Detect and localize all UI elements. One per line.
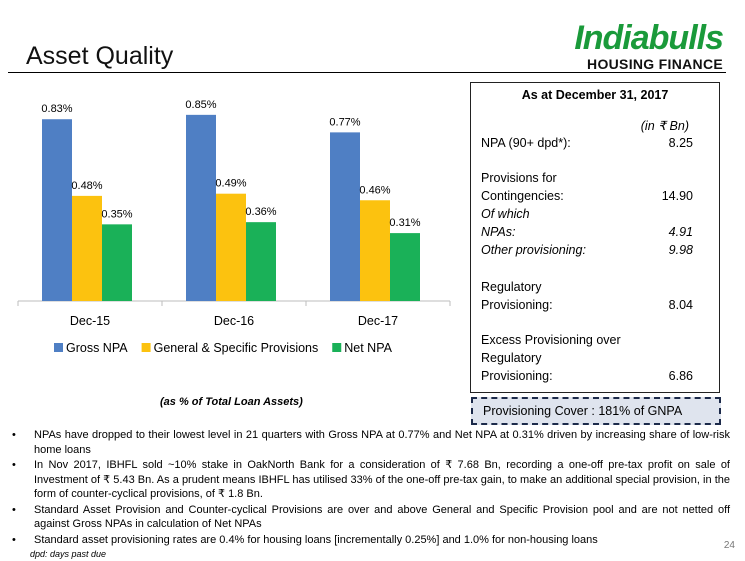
excess-label-line2: Regulatory (481, 351, 542, 365)
category-label: Dec-17 (358, 314, 398, 328)
data-label: 0.49% (215, 178, 246, 190)
npas-provision-value: 4.91 (668, 225, 693, 239)
category-label: Dec-15 (70, 314, 110, 328)
bar-dec-16-1 (186, 114, 216, 301)
legend-swatch (141, 343, 151, 352)
regulatory-label-line2: Provisioning: (481, 298, 553, 312)
bar-dec-17-2 (360, 200, 390, 301)
asset-quality-chart: 0.83% 0.48% 0.35% Dec-15 0.85% 0.49% 0.36% Dec-… (17, 99, 451, 355)
bullet-list: NPAs have dropped to their lowest level … (8, 428, 730, 548)
company-logo: Indiabulls HOUSING FINANCE (574, 19, 724, 72)
bar-dec-15-2 (72, 195, 102, 301)
legend-swatch (332, 343, 342, 352)
data-label: 0.35% (101, 208, 132, 220)
legend-swatch (54, 343, 63, 352)
npas-provision-label: NPAs: (481, 225, 516, 239)
npa-label: NPA (90+ dpd*): (481, 136, 571, 150)
regulatory-label-line1: Regulatory (481, 280, 542, 294)
excess-label-line1: Excess Provisioning over (481, 333, 621, 347)
other-provisioning-label: Other provisioning: (481, 243, 586, 257)
of-which-label: Of which (481, 207, 530, 221)
data-label: 0.48% (71, 180, 102, 192)
excess-label-line3: Provisioning: (481, 369, 553, 383)
bullet-item: Standard asset provisioning rates are 0.… (8, 533, 730, 548)
category-label: Dec-16 (214, 314, 254, 328)
data-label: 0.36% (245, 206, 276, 218)
provisions-label-line1: Provisions for (481, 171, 557, 185)
data-label: 0.77% (329, 116, 360, 128)
data-label: 0.85% (185, 99, 216, 111)
bullet-item: NPAs have dropped to their lowest level … (8, 428, 730, 457)
provisions-value: 14.90 (661, 189, 693, 203)
bar-dec-16-2 (216, 193, 246, 301)
provisions-label-line2: Contingencies: (481, 189, 564, 203)
footnote: dpd: days past due (30, 549, 107, 559)
data-label: 0.83% (41, 103, 72, 115)
legend-label: Gross NPA (66, 341, 128, 355)
bar-dec-17-1 (330, 132, 360, 301)
page-number: 24 (723, 540, 735, 551)
panel-unit: (in ₹ Bn) (640, 119, 689, 133)
panel-title: As at December 31, 2017 (521, 88, 669, 102)
bar-dec-15-1 (42, 119, 72, 301)
provisions-panel: As at December 31, 2017 (in ₹ Bn) NPA (9… (470, 82, 720, 393)
page-title: Asset Quality (26, 42, 174, 70)
data-label: 0.31% (389, 217, 420, 229)
bullet-item: In Nov 2017, IBHFL sold ~10% stake in Oa… (8, 458, 730, 502)
provisioning-cover-banner: Provisioning Cover : 181% of GNPA (471, 397, 721, 425)
chart-caption: (as % of Total Loan Assets) (160, 396, 303, 408)
npa-value: 8.25 (668, 136, 693, 150)
title-divider (8, 72, 726, 73)
legend-label: General & Specific Provisions (154, 341, 319, 355)
logo-subtitle: HOUSING FINANCE (587, 56, 723, 72)
excess-value: 6.86 (668, 369, 693, 383)
legend-label: Net NPA (344, 341, 392, 355)
other-provisioning-value: 9.98 (668, 243, 693, 257)
regulatory-value: 8.04 (668, 298, 693, 312)
logo-brand: Indiabulls (574, 19, 724, 57)
bar-dec-17-3 (390, 233, 420, 301)
bar-dec-16-3 (246, 222, 276, 301)
bullet-item: Standard Asset Provision and Counter-cyc… (8, 503, 730, 532)
bar-dec-15-3 (102, 224, 132, 301)
data-label: 0.46% (359, 184, 390, 196)
